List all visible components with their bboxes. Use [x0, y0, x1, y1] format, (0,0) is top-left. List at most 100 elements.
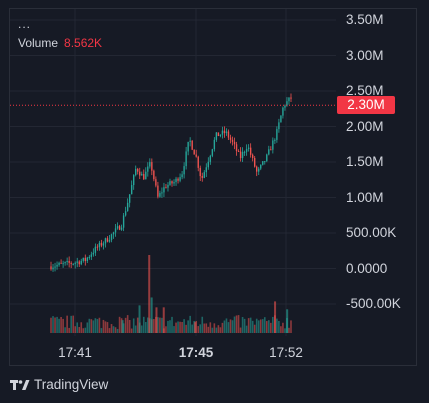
volume-bar [64, 327, 66, 333]
volume-bar [171, 316, 173, 333]
chart-panel[interactable] [9, 8, 417, 366]
volume-bar [187, 320, 189, 333]
volume-label: Volume [18, 36, 59, 50]
candle-body [231, 139, 234, 142]
y-tick-label: 3.00M [346, 47, 384, 63]
volume-bar [215, 327, 218, 333]
volume-bar [165, 326, 167, 333]
volume-bar [169, 320, 171, 333]
volume-bar [219, 327, 222, 333]
candle-body [149, 162, 151, 167]
candle-body [243, 151, 246, 153]
volume-bar [249, 317, 252, 333]
volume-bar [120, 318, 123, 333]
candle-body [286, 101, 288, 106]
y-tick-label: 2.50M [346, 83, 384, 98]
candle-body [66, 261, 68, 263]
candle-body [241, 151, 244, 159]
tradingview-brand[interactable]: TradingView [10, 377, 108, 392]
candle-body [68, 261, 70, 263]
volume-bar [282, 322, 284, 333]
candle-body [280, 115, 282, 123]
candle-body [159, 192, 161, 197]
candle-body [270, 149, 272, 151]
volume-bar [223, 320, 226, 333]
candle-body [245, 148, 248, 152]
y-tick-label: 2.00M [346, 118, 384, 134]
candle-body [145, 171, 147, 180]
volume-bar [114, 327, 117, 333]
candle-body [56, 264, 58, 267]
volume-bar [72, 315, 74, 333]
volume-bar [270, 322, 272, 333]
candle-body [52, 267, 54, 270]
candle-body [122, 215, 125, 228]
volume-bar [221, 322, 224, 333]
candle-body [126, 202, 129, 212]
candle-body [80, 260, 82, 265]
volume-bar [268, 320, 270, 333]
candle-body [169, 181, 171, 185]
candle-body [211, 149, 214, 156]
volume-bar [231, 320, 234, 333]
volume-bar [70, 315, 72, 333]
candle-body [135, 168, 137, 176]
volume-bar [128, 320, 131, 333]
volume-bar [132, 318, 135, 333]
candle-body [114, 228, 117, 233]
volume-bar [251, 320, 254, 333]
candle-body [116, 226, 119, 229]
candle-body [288, 97, 290, 102]
volume-bar [278, 321, 280, 333]
last-price-badge: 2.30M [337, 96, 395, 114]
volume-bar [205, 323, 208, 333]
candle-body [84, 257, 86, 261]
volume-bar [162, 307, 165, 333]
volume-bar [195, 321, 198, 333]
volume-bar [255, 318, 258, 333]
volume-bar [288, 327, 290, 333]
candle-body [120, 227, 123, 230]
volume-bar [78, 327, 81, 333]
volume-bar [159, 317, 161, 333]
volume-bar [177, 321, 179, 333]
candle-body [139, 171, 141, 176]
candle-body [104, 238, 107, 244]
candle-body [213, 139, 216, 150]
volume-bar [52, 316, 54, 333]
price-candles [50, 93, 292, 272]
volume-bar [86, 322, 89, 333]
candle-body [108, 239, 111, 242]
volume-bar [290, 320, 292, 333]
candle-body [207, 161, 210, 168]
candle-body [110, 234, 113, 240]
volume-bar [121, 320, 124, 333]
volume-bar [227, 322, 230, 333]
volume-bar [112, 326, 115, 333]
volume-bar [84, 327, 87, 333]
candle-body [102, 243, 105, 246]
candle-body [209, 155, 212, 162]
candle-body [205, 167, 207, 173]
volume-bar [134, 325, 137, 333]
candle-body [92, 252, 95, 255]
candle-body [203, 172, 205, 178]
candle-body [78, 261, 80, 265]
candle-body [219, 134, 222, 137]
volume-bar [102, 319, 105, 333]
candle-body [278, 122, 280, 130]
candle-body [181, 174, 183, 178]
candle-body [54, 266, 56, 268]
volume-bar [90, 319, 93, 333]
volume-bar [201, 316, 204, 333]
candle-body [262, 161, 264, 165]
volume-bar [106, 322, 109, 333]
candle-body [171, 181, 173, 184]
candle-body [157, 185, 159, 197]
volume-bar [235, 315, 238, 333]
volume-bar [217, 325, 220, 333]
candle-body [199, 167, 201, 177]
volume-bar [148, 255, 151, 333]
candle-body [100, 242, 103, 246]
